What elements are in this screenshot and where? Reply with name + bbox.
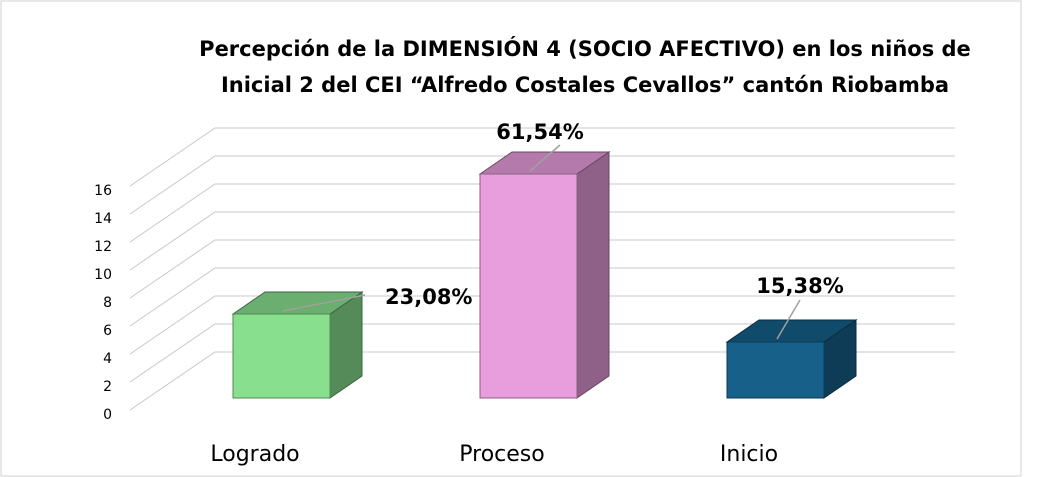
- y-tick-label: 16: [94, 183, 112, 199]
- grid-line: [129, 155, 955, 215]
- grid-line: [129, 239, 955, 299]
- y-tick-label: 2: [103, 379, 112, 395]
- x-tick-label: Logrado: [210, 442, 299, 467]
- y-tick-label: 8: [103, 295, 112, 311]
- grid-line: [129, 183, 955, 243]
- grid-line: [129, 267, 955, 327]
- grid-line: [129, 127, 955, 187]
- bar: [479, 173, 578, 399]
- leader-line: [529, 144, 561, 172]
- data-label: 15,38%: [756, 274, 843, 298]
- grid-line: [129, 351, 955, 411]
- y-tick-label: 0: [103, 407, 112, 423]
- grid-line: [129, 295, 955, 355]
- bar-side: [576, 151, 610, 399]
- bar: [232, 313, 331, 399]
- data-label: 61,54%: [496, 120, 583, 144]
- y-tick-label: 12: [94, 239, 112, 255]
- leader-line: [776, 299, 801, 340]
- y-tick-label: 14: [94, 211, 112, 227]
- chart-title: Percepción de la DIMENSIÓN 4 (SOCIO AFEC…: [199, 36, 971, 61]
- y-tick-label: 6: [103, 323, 112, 339]
- y-tick-label: 4: [103, 351, 112, 367]
- chart-title: Inicial 2 del CEI “Alfredo Costales Ceva…: [221, 73, 949, 97]
- leader-line: [282, 294, 366, 312]
- bar: [726, 341, 825, 399]
- grid-line: [129, 211, 955, 271]
- y-tick-label: 10: [94, 267, 112, 283]
- grid-line: [129, 323, 955, 383]
- data-label: 23,08%: [385, 285, 472, 309]
- x-tick-label: Inicio: [720, 442, 778, 467]
- x-tick-label: Proceso: [459, 442, 544, 467]
